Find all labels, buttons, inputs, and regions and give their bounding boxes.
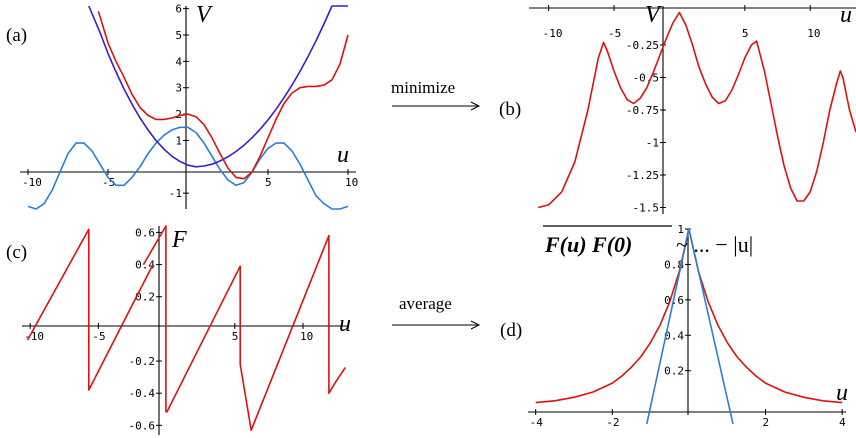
minimize-arrow: minimize — [391, 78, 481, 111]
panel-c-lines — [26, 225, 346, 432]
x-tick-label: -5 — [608, 27, 621, 40]
panel-a: (a) -10 -5 5 10 -1 1 2 3 4 5 6 V u — [6, 2, 358, 210]
panel-d-lines — [535, 228, 843, 425]
panel-c: (c) -10 -5 5 100.60.40.2-0.2-0.4-0.6 F u — [6, 225, 351, 435]
series-line-0 — [26, 228, 154, 391]
y-tick-label: -1 — [646, 137, 659, 150]
panel-d-xlabel: u — [836, 380, 848, 406]
x-tick-label: 10 — [807, 27, 820, 40]
panel-a-lines — [27, 5, 349, 210]
y-tick-label: 5 — [175, 29, 182, 42]
y-tick-label: -0.6 — [129, 419, 156, 432]
panel-c-axes: -10 -5 5 100.60.40.2-0.2-0.4-0.6 — [22, 226, 348, 435]
panel-a-xlabel: u — [337, 142, 349, 168]
average-arrow: average — [392, 294, 481, 330]
y-tick-label: 0.6 — [135, 226, 155, 239]
x-tick-label: 5 — [742, 27, 749, 40]
y-tick-label: 6 — [175, 3, 182, 16]
y-tick-label: 0.8 — [664, 258, 684, 271]
y-tick-label: 1 — [677, 223, 684, 236]
panel-a-ylabel: V — [196, 2, 213, 28]
x-tick-label: 10 — [345, 176, 358, 189]
y-tick-label: 2 — [175, 108, 182, 121]
y-tick-label: -1.25 — [626, 169, 659, 182]
y-tick-label: 0.2 — [135, 291, 155, 304]
x-tick-label: 5 — [265, 176, 272, 189]
y-tick-label: -0.75 — [626, 104, 659, 117]
x-tick-label: 4 — [839, 416, 846, 429]
y-tick-label: -1.5 — [633, 202, 660, 215]
panel-c-ylabel: F — [171, 227, 187, 253]
correlation-label: F(u) F(0) ~ ... − |u| — [543, 225, 753, 257]
series-line-1 — [88, 5, 348, 168]
x-tick-label: -5 — [92, 330, 105, 343]
panel-b-axes: -10 -5 5 10 -0.25 -0.5 -0.75 -1 -1.25 -1.5 — [529, 5, 856, 215]
panel-c-xlabel: u — [339, 311, 351, 337]
panel-b-xlabel: u — [840, 2, 852, 28]
x-tick-label: -2 — [606, 416, 619, 429]
panel-d-axes: -4 -2 2 40.20.40.60.81 — [528, 223, 846, 429]
series-line-2 — [142, 225, 167, 413]
x-tick-label: -10 — [24, 330, 44, 343]
series-line-1 — [165, 234, 346, 432]
x-tick-label: 2 — [763, 416, 770, 429]
series-line-0 — [27, 126, 349, 210]
y-tick-label: -0.5 — [633, 72, 660, 85]
x-tick-label: -5 — [102, 176, 115, 189]
minimize-label: minimize — [391, 78, 455, 97]
x-tick-label: 5 — [232, 330, 239, 343]
correlation-lhs: F(u) F(0) — [544, 232, 632, 257]
panel-b: (b) -10 -5 5 10-0.25-0.5-0.75-1-1.25-1.5 V … — [499, 2, 856, 215]
y-tick-label: -0.25 — [626, 39, 659, 52]
correlation-rhs: ~ ... − |u| — [676, 232, 753, 257]
y-tick-label: 3 — [175, 82, 182, 95]
panel-d: (d) -4 -2 2 40.20.40.60.81 u — [500, 223, 848, 429]
x-tick-label: -10 — [22, 176, 42, 189]
panel-a-axes: -10 -5 5 10 -1 1 2 3 4 5 6 — [20, 3, 358, 209]
y-tick-label: -0.4 — [129, 387, 156, 400]
series-line-0 — [538, 11, 856, 209]
panel-d-label: (d) — [500, 320, 522, 341]
y-tick-label: 0.2 — [664, 365, 684, 378]
x-tick-label: 10 — [300, 330, 313, 343]
y-tick-label: 1 — [175, 134, 182, 147]
series-line-1 — [646, 228, 734, 425]
x-tick-label: -4 — [530, 416, 544, 429]
panel-c-label: (c) — [6, 242, 27, 263]
average-arrow-head — [470, 320, 481, 330]
y-tick-label: -1 — [169, 187, 182, 200]
panel-b-ylabel: V — [645, 2, 662, 28]
x-tick-label: -10 — [543, 27, 563, 40]
y-tick-label: -0.2 — [129, 355, 156, 368]
panel-b-label: (b) — [499, 99, 521, 120]
panel-b-lines — [538, 11, 856, 209]
y-tick-label: 4 — [175, 55, 182, 68]
minimize-arrow-head — [470, 101, 481, 111]
y-tick-label: 0.4 — [664, 329, 684, 342]
series-line-2 — [97, 11, 349, 180]
panel-a-label: (a) — [6, 25, 27, 46]
average-label: average — [399, 294, 452, 313]
